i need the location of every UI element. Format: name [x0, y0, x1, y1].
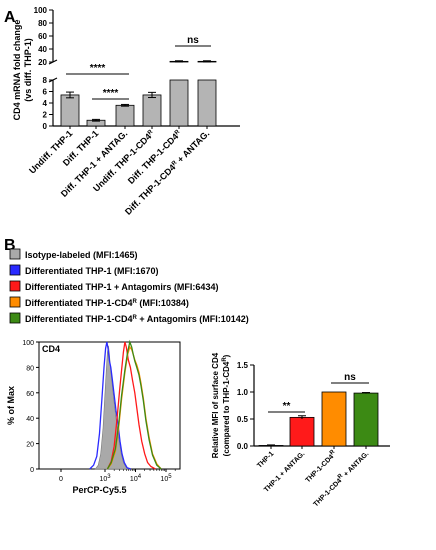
- panel-label-b: B: [4, 237, 16, 254]
- y-tick-label: 40: [26, 416, 34, 423]
- legend-swatch: [9, 312, 21, 324]
- x-tick-label: Undiff. THP-1: [27, 128, 74, 175]
- bar: [321, 391, 347, 447]
- y-tick-label: 60: [26, 391, 34, 398]
- y-axis-title-line2: (compared to THP-1-CD4R): [222, 354, 231, 456]
- x-tick-label: 0: [59, 476, 63, 483]
- y-axis-title: % of Max: [6, 386, 16, 425]
- x-tick-label: 105: [160, 474, 172, 483]
- legend-swatch: [9, 248, 21, 260]
- bar: [289, 416, 315, 447]
- significance-label: ns: [187, 35, 199, 46]
- bar: [142, 94, 162, 127]
- legend-label: Differentiated THP-1-CD4R (MFI:10384): [25, 298, 189, 308]
- y-tick-label: 1.0: [237, 388, 249, 397]
- y-tick-label: 1.5: [237, 361, 249, 370]
- bar: [60, 94, 80, 127]
- y-tick-label: 100: [22, 340, 34, 347]
- y-axis-title: Relative MFI of surface CD4: [211, 352, 220, 458]
- y-axis-title-line2: (vs diff. THP-1): [23, 38, 33, 102]
- bar: [353, 392, 379, 447]
- y-tick-label: 4: [43, 99, 48, 108]
- x-tick-label: 104: [130, 474, 142, 483]
- bar: [115, 104, 135, 127]
- y-tick-label: 6: [43, 88, 48, 97]
- y-tick-label: 20: [38, 58, 47, 67]
- legend-label: Differentiated THP-1 (MFI:1670): [25, 266, 159, 276]
- legend-b: Isotype-labeled (MFI:1465) Differentiated…: [9, 248, 249, 324]
- y-tick-label: 80: [26, 365, 34, 372]
- y-tick-label: 0.0: [237, 442, 249, 451]
- y-tick-label: 60: [38, 32, 47, 41]
- histogram-series-2: [106, 341, 156, 470]
- y-tick-label: 0: [30, 467, 34, 474]
- legend-swatch: [9, 280, 21, 292]
- histogram-series-isotype: [94, 345, 129, 470]
- panel-label-a: A: [4, 9, 16, 26]
- histogram-series-4: [106, 339, 162, 470]
- y-tick-label: 8: [43, 76, 48, 85]
- significance-label: **: [283, 401, 291, 412]
- y-tick-label: 100: [34, 6, 48, 15]
- x-tick-label: THP-1: [256, 450, 275, 469]
- legend-label: Isotype-labeled (MFI:1465): [25, 250, 138, 260]
- chart-a: 0 2 4 6 8 20 40 60 80 100 CD4 mRNA fold change (vs …: [12, 6, 240, 217]
- y-axis-title: CD4 mRNA fold change: [12, 20, 22, 121]
- x-axis-title: PerCP-Cy5.5: [72, 485, 126, 495]
- histogram-b: CD4 0 20 40 60 80 100 % of Max 0 103 104 105 PerCP-C…: [6, 339, 181, 495]
- x-tick-label: THP-1-CD4R: [303, 449, 339, 485]
- bar: [197, 79, 217, 127]
- legend-swatch: [9, 264, 21, 276]
- y-tick-label: 20: [26, 442, 34, 449]
- x-tick-label: THP-1-CD4R + ANTAG.: [311, 449, 370, 508]
- bar: [169, 79, 189, 127]
- legend-swatch: [9, 296, 21, 308]
- y-tick-label: 40: [38, 45, 47, 54]
- significance-label: ****: [103, 88, 119, 99]
- significance-label: ****: [90, 63, 106, 74]
- y-tick-label: 0.5: [237, 415, 249, 424]
- y-tick-label: 80: [38, 19, 47, 28]
- y-tick-label: 0: [43, 122, 48, 131]
- x-tick-label: 103: [99, 474, 111, 483]
- legend-label: Differentiated THP-1-CD4R + Antagomirs (…: [25, 314, 249, 324]
- significance-label: ns: [344, 372, 356, 383]
- histogram-series-1: [89, 341, 132, 470]
- bar-chart-b: 0.0 0.5 1.0 1.5 Relative MFI of surface CD4(…: [211, 352, 390, 508]
- legend-label: Differentiated THP-1 + Antagomirs (MFI:6…: [25, 282, 218, 292]
- histogram-title: CD4: [42, 344, 60, 354]
- y-tick-label: 2: [43, 111, 48, 120]
